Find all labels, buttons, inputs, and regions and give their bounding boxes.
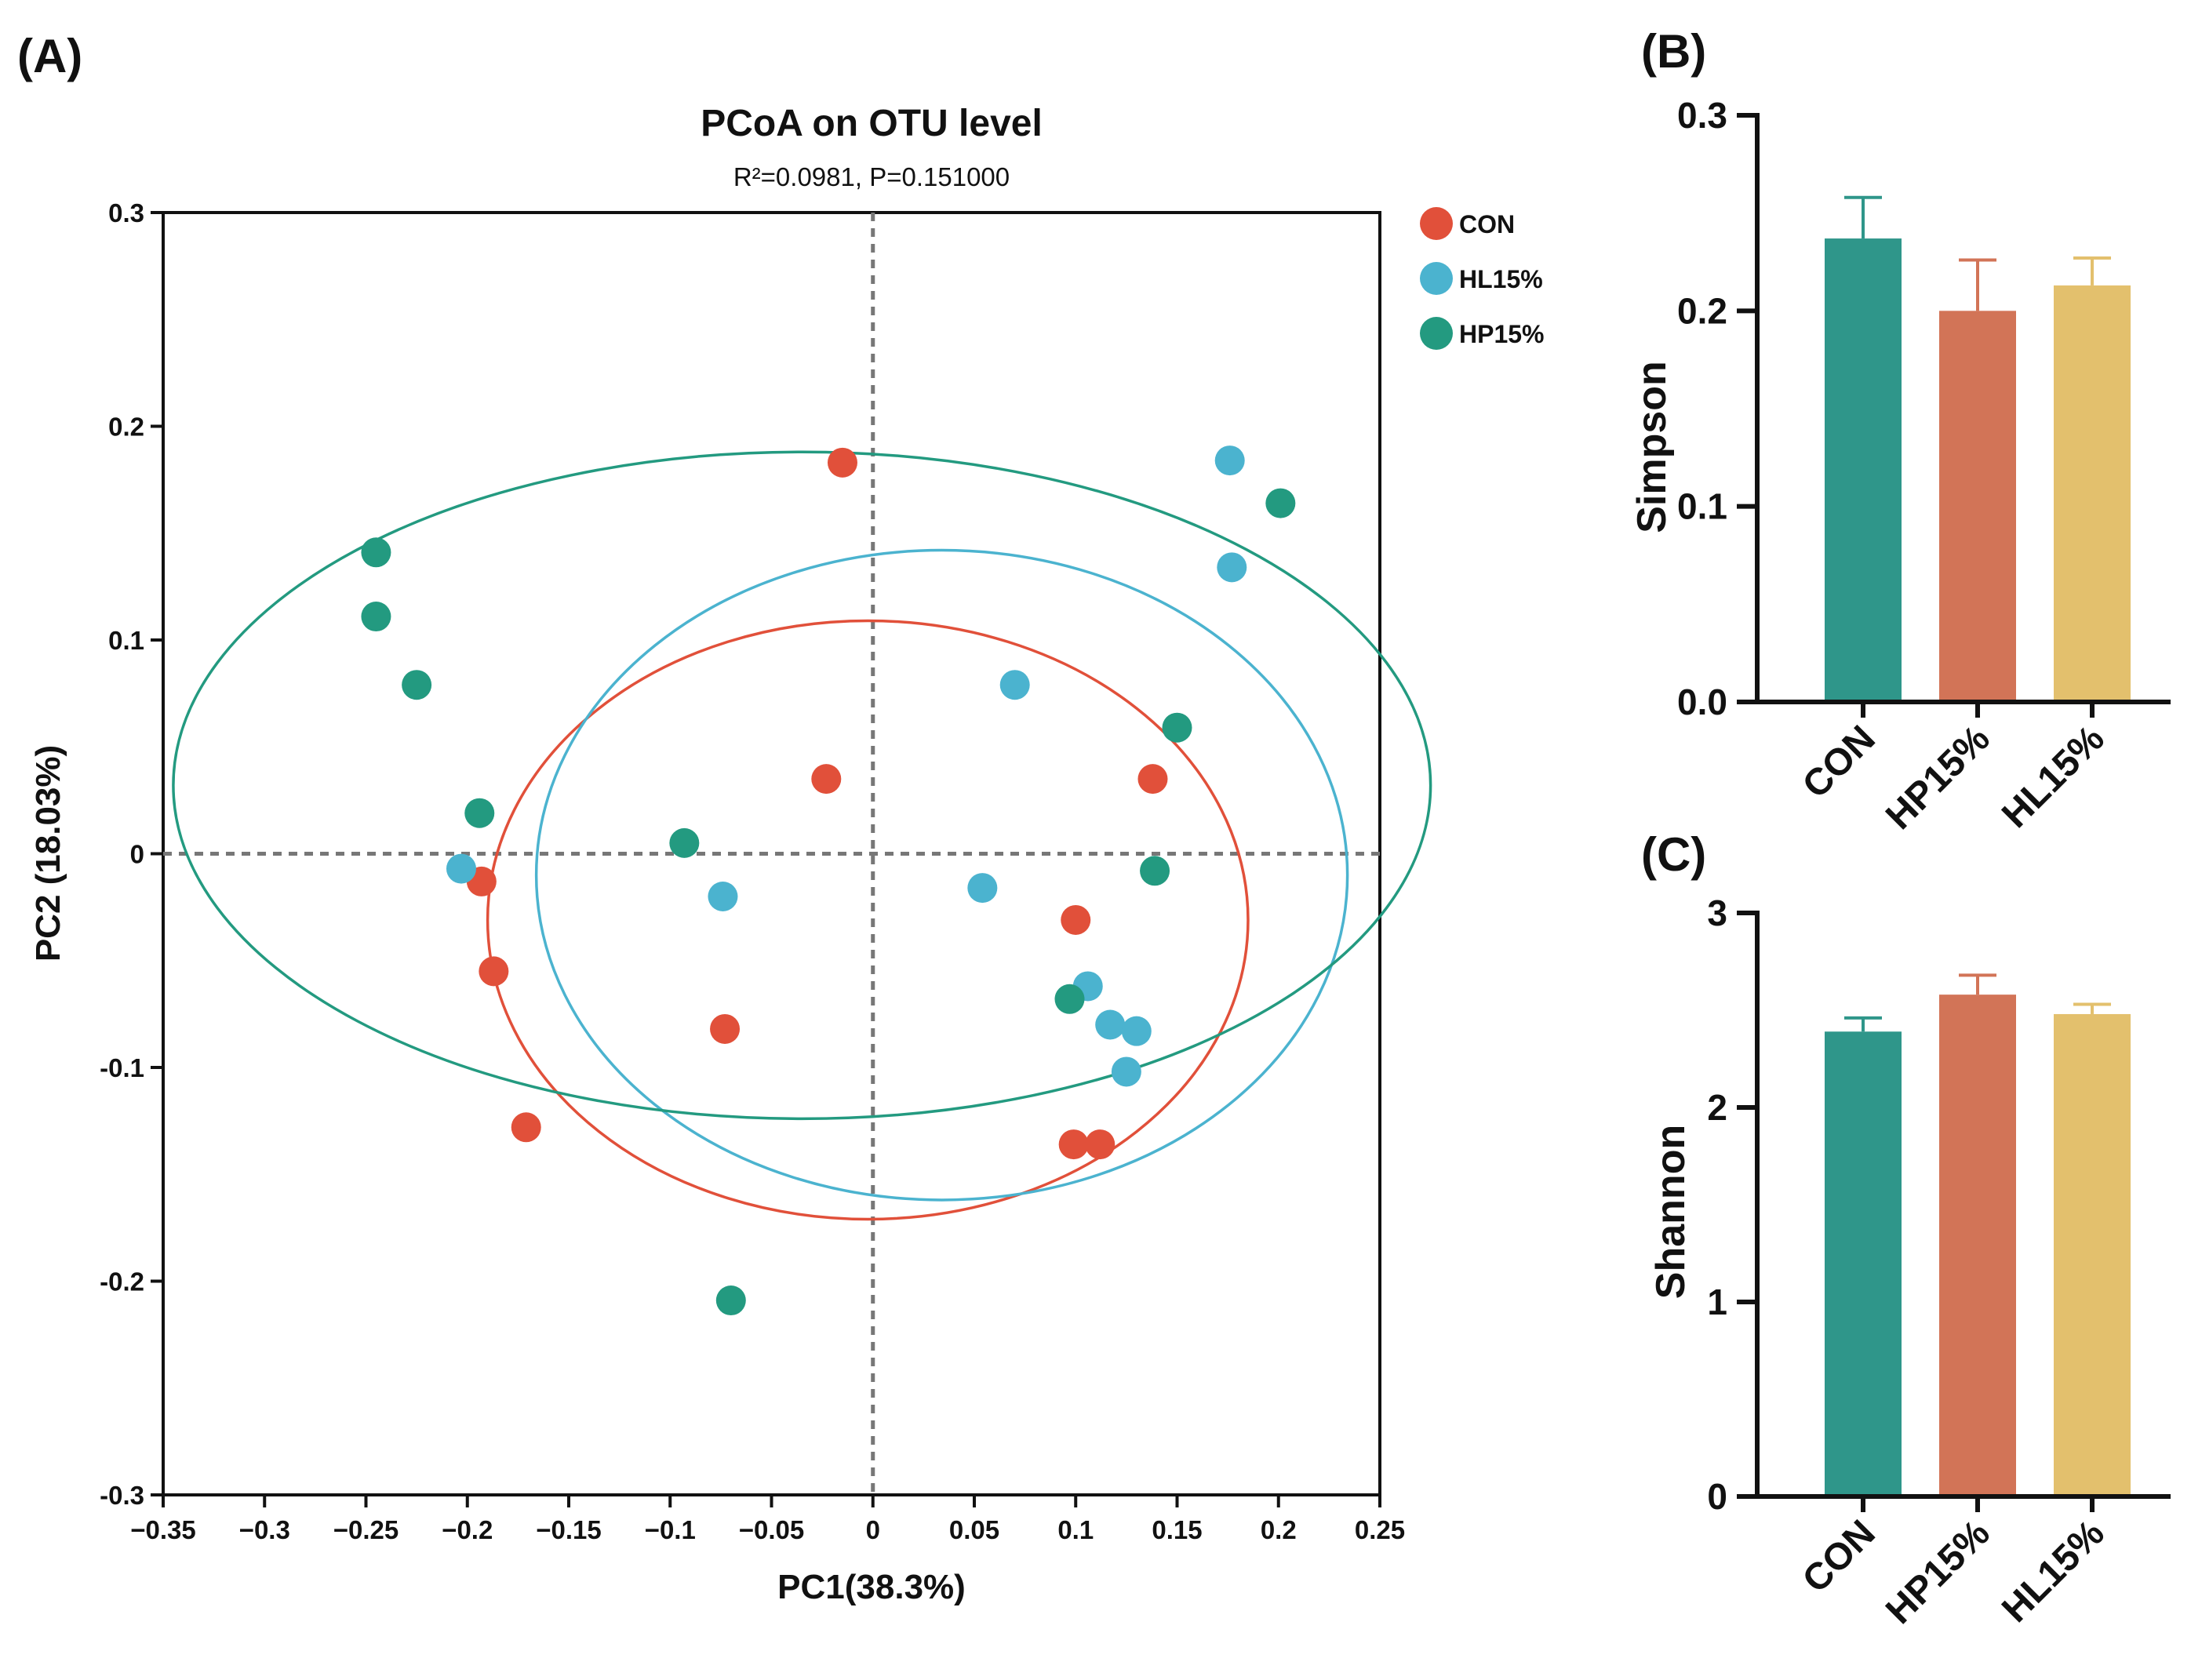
x-tick-label: −0.3 [239,1515,290,1544]
scatter-point-hp15pct [1054,984,1085,1014]
scatter-point-con [1061,904,1091,935]
scatter-point-con [1137,764,1168,795]
x-tick-label: 0 [866,1515,880,1544]
scatter-point-con [1058,1129,1089,1160]
legend-marker-hp15pct [1420,317,1453,350]
y-tick-label: 0.1 [1677,486,1727,527]
scatter-point-hl15pct [1214,445,1245,476]
category-label-con: CON [1795,1512,1883,1601]
bar-hp15pct [1939,995,2016,1496]
y-tick-label: 0.2 [1677,290,1727,331]
legend-label-hp15pct: HP15% [1459,320,1545,348]
scatter-point-hl15pct [967,873,998,904]
scatter-point-hl15pct [708,882,738,911]
scatter-point-hp15pct [1265,488,1296,518]
y-tick-label: 0 [130,840,144,869]
x-tick-label: 0.15 [1152,1515,1202,1544]
x-tick-label: −0.35 [130,1515,196,1544]
category-label-hl15pct: HL15% [1994,718,2113,836]
simpson-y-axis-title: Simpson [1629,361,1675,533]
x-tick-label: 0.1 [1057,1515,1094,1544]
scatter-point-hp15pct [715,1285,746,1316]
pcoa-x-axis-title: PC1(38.3%) [777,1568,966,1606]
scatter-point-con [827,447,857,478]
category-label-hl15pct: HL15% [1994,1512,2113,1631]
y-tick-label: 0.1 [108,626,144,655]
x-tick-label: −0.05 [739,1515,805,1544]
bar-hl15pct [2054,1013,2131,1496]
scatter-point-con [710,1013,741,1044]
scatter-point-hl15pct [1217,552,1247,583]
x-tick-label: −0.1 [645,1515,696,1544]
scatter-point-hl15pct [1095,1009,1126,1040]
scatter-point-hl15pct [999,670,1030,700]
scatter-point-hl15pct [1111,1056,1141,1087]
y-tick-label: 3 [1707,893,1727,933]
scatter-point-hp15pct [361,602,391,632]
pcoa-title: PCoA on OTU level [701,103,1043,144]
scatter-point-hl15pct [1121,1016,1152,1046]
x-tick-label: −0.25 [333,1515,399,1544]
bar-hp15pct [1939,311,2016,702]
legend-marker-con [1420,207,1453,240]
legend-marker-hl15pct [1420,262,1453,295]
legend-label-hl15pct: HL15% [1459,265,1543,293]
x-tick-label: 0.25 [1355,1515,1405,1544]
scatter-point-con [479,956,509,987]
bar-hl15pct [2054,285,2131,702]
scatter-point-hp15pct [464,798,495,828]
scatter-point-hp15pct [361,537,391,568]
scatter-point-hp15pct [669,827,700,858]
y-tick-label: 0.2 [108,413,144,442]
pcoa-subtitle: R²=0.0981, P=0.151000 [733,162,1010,191]
scatter-point-hp15pct [1162,712,1192,743]
scatter-point-hp15pct [402,670,432,700]
pcoa-y-axis-title: PC2 (18.03%) [29,745,67,962]
confidence-ellipse-hp15pct [172,450,1432,1121]
y-tick-label: 0 [1707,1476,1727,1517]
category-label-con: CON [1795,718,1883,806]
y-tick-label: 0.3 [1677,95,1727,136]
y-tick-label: 2 [1707,1087,1727,1128]
x-tick-label: 0.05 [949,1515,999,1544]
confidence-ellipse-con [486,619,1250,1221]
legend-label-con: CON [1459,210,1515,238]
y-tick-label: -0.2 [100,1267,144,1296]
category-label-hp15pct: HP15% [1878,718,1998,838]
panel-a-label: (A) [17,30,82,82]
scatter-point-con [811,764,842,795]
bar-con [1825,1031,1902,1496]
y-tick-label: -0.3 [100,1481,144,1510]
confidence-ellipse-hl15pct [534,548,1349,1202]
pcoa-plot-frame [162,211,1381,1496]
pcoa-panel: (A) PCoA on OTU level R²=0.0981, P=0.151… [17,30,1545,1606]
scatter-point-hp15pct [1140,856,1170,886]
panel-c-label: (C) [1641,828,1706,881]
x-tick-label: 0.2 [1261,1515,1297,1544]
pcoa-legend: CON HL15% HP15% [1420,207,1545,350]
scatter-point-con [1085,1129,1116,1160]
y-tick-label: 0.0 [1677,682,1727,722]
bar-con [1825,238,1902,703]
category-label-hp15pct: HP15% [1878,1512,1998,1632]
scatter-point-hl15pct [446,853,476,884]
shannon-y-axis-title: Shannon [1648,1125,1694,1299]
y-tick-label: 0.3 [108,198,144,227]
x-tick-label: −0.2 [442,1515,493,1544]
x-tick-label: −0.15 [536,1515,602,1544]
scatter-point-con [511,1112,541,1143]
y-tick-label: 1 [1707,1282,1727,1322]
panel-b-label: (B) [1641,25,1706,78]
y-tick-label: -0.1 [100,1053,144,1082]
